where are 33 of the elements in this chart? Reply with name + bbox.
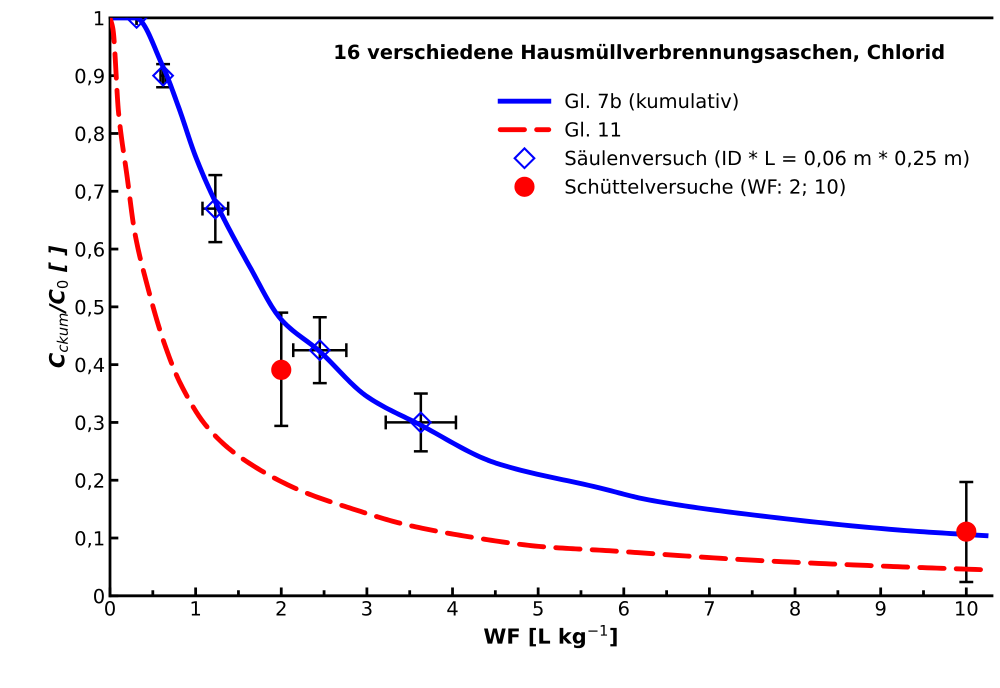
x-tick-label: 9 <box>876 601 886 616</box>
x-tick-label: 0 <box>105 601 115 616</box>
legend-label: Schüttelversuche (WF: 2; 10) <box>566 178 845 196</box>
y-tick-label: 0,7 <box>76 184 104 201</box>
y-tick-label: 0,6 <box>76 242 104 259</box>
point <box>271 360 292 380</box>
legend-label: Gl. 11 <box>565 122 620 137</box>
x-axis-title: WF [L kg$^{−1}$] <box>484 625 617 648</box>
x-tick-label: 4 <box>447 601 458 616</box>
text: 16 verschiedene Hausmüllverbrennungsaschen, Chlorid <box>336 44 944 64</box>
x-tick-label: 6 <box>618 601 629 616</box>
x-tick-label: 1 <box>192 601 200 616</box>
y-tick-label: 0,1 <box>76 530 104 548</box>
legend-label: Säulenversuch (ID * L = 0,06 m * 0,25 m) <box>566 150 968 168</box>
y-tick-label: 0,3 <box>76 415 104 432</box>
y-axis-title: C$_{ckum}$/C$_{0}$ [ ] <box>48 246 68 368</box>
x-tick-label: 5 <box>533 601 543 616</box>
point <box>956 522 976 542</box>
x-tick-label: 8 <box>790 601 800 616</box>
y-tick-label: 0,2 <box>76 473 104 490</box>
x-tick-label: 2 <box>276 601 286 616</box>
y-tick-label: 1 <box>94 11 104 26</box>
x-tick-label: 10 <box>956 601 978 616</box>
y-tick-label: 0 <box>94 588 104 604</box>
y-tick-label: 0,4 <box>76 358 104 374</box>
y-tick-label: 0,9 <box>76 68 104 86</box>
point <box>410 412 432 434</box>
y-tick-label: 0,5 <box>76 300 104 316</box>
point <box>308 339 331 362</box>
legend-label: Gl. 7b (kumulativ) <box>565 93 738 111</box>
y-tick-label: 0,8 <box>76 126 104 144</box>
x-tick-label: 3 <box>362 601 372 616</box>
x-tick-label: 7 <box>704 601 714 616</box>
